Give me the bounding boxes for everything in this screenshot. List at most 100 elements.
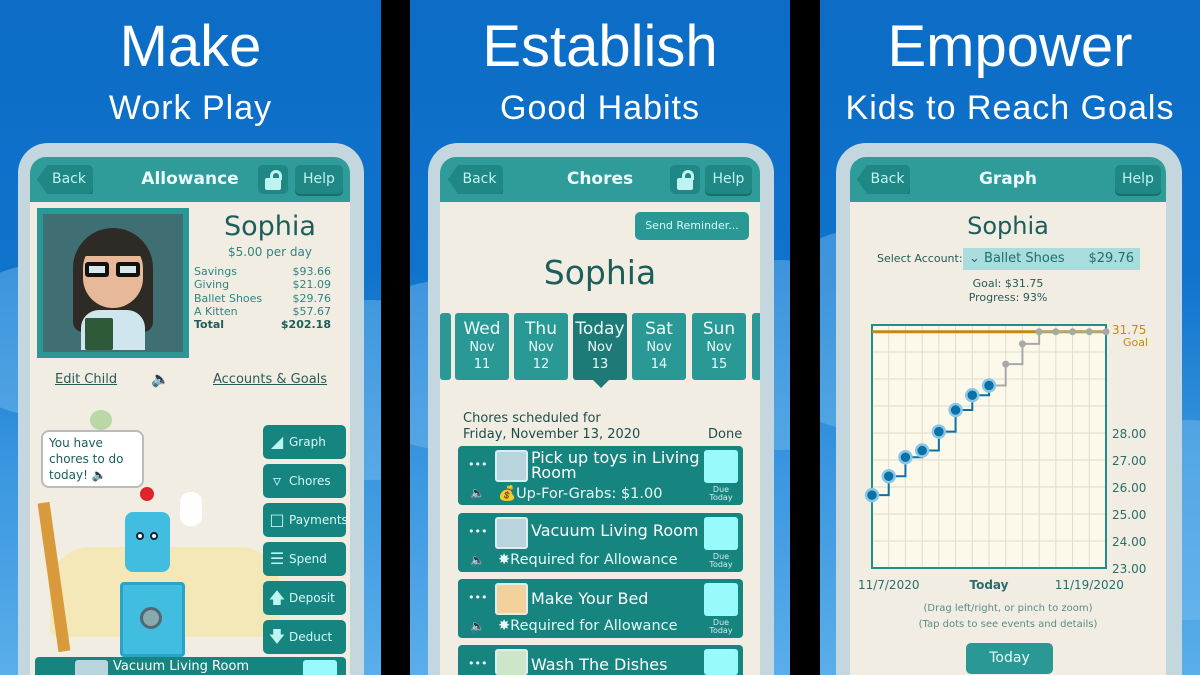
chore-thumbnail (495, 450, 528, 482)
account-label: A Kitten (194, 304, 238, 318)
coins-icon: ☰ (269, 549, 285, 568)
button-label: Payments (289, 513, 348, 527)
more-icon[interactable]: ••• (468, 591, 488, 604)
done-checkbox[interactable] (704, 450, 738, 483)
done-checkbox[interactable] (704, 517, 738, 550)
speaker-icon[interactable]: 🔈 (91, 468, 107, 482)
day-tab[interactable]: Wed Nov 11 (455, 313, 509, 380)
day-tab[interactable]: Thu Nov 12 (514, 313, 568, 380)
bucket-icon: ▿ (272, 471, 282, 490)
headline: Make (119, 14, 262, 79)
total-row: Total $202.18 (194, 318, 331, 331)
chore-card[interactable]: ••• Wash The Dishes (458, 645, 743, 675)
total-value: $202.18 (280, 318, 331, 332)
phone-frame: Allowance Back Help Sophia $5.00 per day… (18, 143, 364, 675)
help-button[interactable]: Help (295, 165, 343, 194)
graph-icon: ◢ (270, 432, 284, 451)
day-tab[interactable]: Sun Nov 15 (692, 313, 746, 380)
button-label: Graph (289, 435, 326, 449)
projected-point (1069, 328, 1077, 336)
data-point[interactable] (981, 378, 997, 393)
day-tab-partial[interactable] (440, 313, 451, 380)
account-row[interactable]: Giving $21.09 (194, 278, 331, 291)
account-row[interactable]: Savings $93.66 (194, 265, 331, 278)
account-label: Savings (194, 265, 237, 278)
speaker-icon[interactable]: 🔈 (151, 370, 170, 388)
star-icon: ✸ (498, 552, 511, 568)
today-button[interactable]: Today (966, 643, 1053, 674)
speaker-icon[interactable]: 🔈 (470, 553, 485, 567)
send-reminder-button[interactable]: Send Reminder... (635, 212, 749, 240)
account-select[interactable]: ⌄ Ballet Shoes $29.76 (963, 248, 1140, 270)
y-tick-label: 28.00 (1112, 427, 1146, 441)
done-checkbox[interactable] (704, 649, 738, 675)
data-point[interactable] (881, 468, 896, 484)
star-icon: ✸ (498, 618, 511, 634)
back-button[interactable]: Back (37, 165, 93, 194)
money-bag-icon: 💰 (498, 486, 517, 502)
chore-row[interactable]: Vacuum Living Room (35, 657, 346, 675)
back-button[interactable]: Back (448, 165, 503, 194)
chore-subtitle: ✸Required for Allowance (498, 618, 678, 634)
edit-child-link[interactable]: Edit Child (55, 372, 118, 387)
data-point[interactable] (931, 424, 947, 439)
speech-bubble: You have chores to do today! 🔈 (41, 430, 144, 488)
account-list: Savings $93.66 Giving $21.09 Ballet Shoes $… (194, 265, 331, 331)
goal-text: Goal: $31.75 (972, 277, 1044, 290)
due-label: Due Today (709, 552, 733, 569)
y-tick-label: 26.00 (1112, 481, 1146, 495)
data-point[interactable] (864, 487, 880, 503)
selected-balance: $29.76 (1088, 251, 1135, 266)
data-point[interactable] (965, 387, 980, 403)
lock-open-icon[interactable] (670, 165, 700, 194)
goal-label: Goal (1123, 336, 1148, 349)
done-checkbox[interactable] (704, 583, 738, 616)
chevron-down-icon: ⌄ (969, 251, 980, 266)
select-account-label: Select Account: (877, 252, 963, 265)
arrow-up-icon: 🡅 (268, 588, 286, 607)
lock-open-icon[interactable] (258, 165, 288, 194)
account-row[interactable]: A Kitten $57.67 (194, 305, 331, 318)
chores-button[interactable]: ▿ Chores (263, 464, 346, 498)
chores-screen: Chores Back Help Send Reminder... Sophia… (440, 157, 760, 675)
due-label: Due Today (709, 485, 733, 502)
header-bar: Graph Back Help (850, 157, 1166, 202)
day-tab-selected[interactable]: Today Nov 13 (573, 313, 627, 388)
speaker-icon[interactable]: 🔈 (470, 619, 485, 633)
subheadline: Good Habits (500, 89, 700, 127)
header-bar: Chores Back Help (440, 157, 760, 202)
headline: Empower (887, 14, 1133, 79)
accounts-goals-link[interactable]: Accounts & Goals (213, 372, 328, 387)
deduct-button[interactable]: 🡇 Deduct (263, 620, 346, 654)
help-button[interactable]: Help (705, 165, 752, 194)
account-value: $57.67 (292, 304, 332, 318)
payments-button[interactable]: □ Payments (263, 503, 348, 537)
x-tick-label: Today (970, 578, 1009, 592)
chore-card[interactable]: ••• Pick up toys in Living Room 🔈 💰Up-Fo… (458, 446, 743, 505)
button-label: Deposit (289, 591, 335, 605)
chore-card[interactable]: ••• Make Your Bed 🔈 ✸Required for Allowa… (458, 579, 743, 638)
speaker-icon[interactable]: 🔈 (470, 486, 485, 500)
deposit-button[interactable]: 🡅 Deposit (263, 581, 346, 615)
done-checkbox[interactable] (303, 660, 337, 675)
chore-card[interactable]: ••• Vacuum Living Room 🔈 ✸Required for A… (458, 513, 743, 572)
account-value: $93.66 (292, 265, 332, 278)
back-button[interactable]: Back (857, 165, 910, 194)
data-point[interactable] (948, 402, 963, 418)
data-point[interactable] (898, 450, 913, 465)
help-button[interactable]: Help (1115, 165, 1161, 194)
spend-button[interactable]: ☰ Spend (263, 542, 346, 576)
avatar[interactable] (37, 208, 189, 358)
more-icon[interactable]: ••• (468, 525, 488, 538)
account-row[interactable]: Ballet Shoes $29.76 (194, 292, 331, 305)
graph-button[interactable]: ◢ Graph (263, 425, 346, 459)
account-label: Ballet Shoes (194, 291, 263, 305)
more-icon[interactable]: ••• (468, 458, 488, 471)
panel-establish-good-habits: Establish Good Habits Chores Back Help S… (410, 0, 790, 675)
day-tab[interactable]: Sat Nov 14 (632, 313, 686, 380)
more-icon[interactable]: ••• (468, 657, 488, 670)
headline: Establish (482, 14, 718, 79)
data-point[interactable] (914, 443, 930, 458)
day-tab-partial[interactable] (752, 313, 760, 380)
